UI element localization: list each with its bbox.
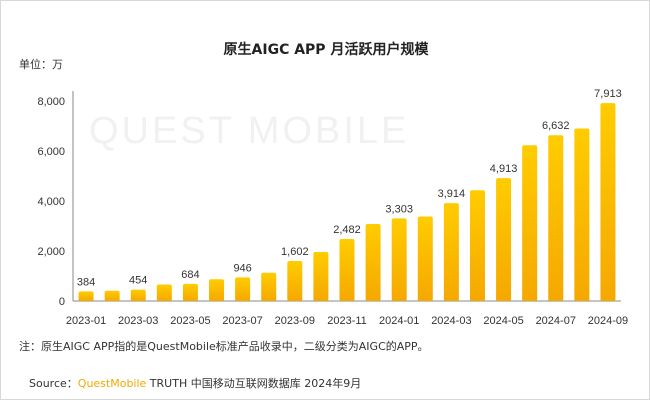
bar [469,190,485,301]
x-tick-label: 2024-01 [379,315,419,327]
unit-label: 单位：万 [19,58,63,71]
x-tick-label: 2024-07 [536,315,576,327]
x-tick-label: 2024-03 [431,315,471,327]
data-label: 684 [181,269,199,281]
bar [443,203,459,301]
bar [130,289,146,301]
bar [574,128,590,301]
y-tick-label: 0 [59,296,65,308]
data-label: 7,913 [594,88,622,100]
bar [600,103,616,301]
y-tick-label: 2,000 [37,246,65,258]
bar [156,284,172,301]
data-label: 946 [233,262,251,274]
bar [417,216,433,301]
data-label: 454 [129,275,147,287]
data-label: 6,632 [542,120,570,132]
bar [548,135,564,301]
x-tick-label: 2023-07 [222,315,262,327]
bar [287,260,303,301]
source-rest: TRUTH 中国移动互联网数据库 2024年9月 [146,377,362,390]
source-brand: QuestMobile [77,377,147,390]
chart-title: 原生AIGC APP 月活跃用户规模 [223,42,429,58]
data-label: 384 [77,276,95,288]
watermark: QUEST MOBILE [89,110,410,152]
bar [522,145,538,301]
x-tick-label: 2023-05 [170,315,210,327]
y-tick-label: 4,000 [37,196,65,208]
x-tick-label: 2023-11 [327,315,367,327]
source-line: Source：QuestMobile TRUTH 中国移动互联网数据库 2024… [29,375,361,391]
data-label: 4,913 [490,163,518,175]
bar [313,252,329,301]
bar [104,290,120,301]
y-tick-label: 8,000 [37,96,65,108]
x-tick-label: 2024-09 [588,315,628,327]
data-label: 3,303 [385,203,413,215]
data-label: 3,914 [438,188,466,200]
bar [182,283,198,301]
bar [261,272,277,301]
data-label: 2,482 [333,224,361,236]
bar [365,224,381,301]
bar [339,238,355,301]
y-tick-label: 6,000 [37,146,65,158]
bar [209,279,225,301]
bar [496,178,512,301]
data-label: 1,602 [281,246,309,258]
bar [391,218,407,301]
bar [235,277,251,301]
footnote: 注：原生AIGC APP指的是QuestMobile标准产品收录中，二级分类为A… [19,340,429,353]
bar [78,291,94,301]
x-tick-label: 2024-05 [483,315,523,327]
source-prefix: Source： [29,377,78,390]
x-tick-label: 2023-01 [66,315,106,327]
x-tick-label: 2023-09 [275,315,315,327]
x-tick-label: 2023-03 [118,315,158,327]
